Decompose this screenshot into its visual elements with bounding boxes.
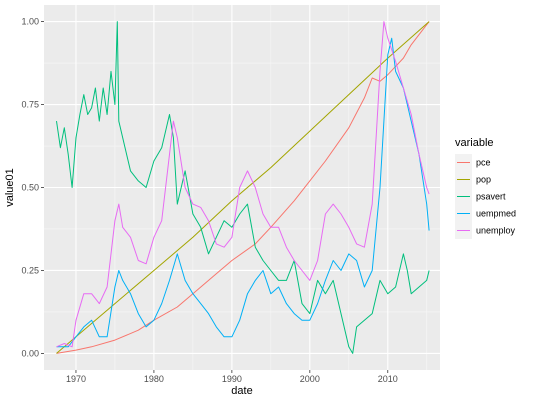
x-tick-label: 1990 [222,374,242,384]
series-line-pop [56,21,430,354]
legend-label-pce: pce [476,158,491,168]
series-line-uempmed [56,37,430,348]
y-tick-label: 0.75 [21,100,39,110]
legend-title: variable [455,137,494,149]
legend-items: pce pop psavert uempmed unemploy [455,154,516,239]
series-line-unemploy [56,21,430,348]
x-axis: 1970 1980 1990 2000 2010 [66,370,398,384]
y-tick-label: 1.00 [21,17,39,27]
x-tick-label: 2010 [378,374,398,384]
major-gridlines [44,5,440,370]
series-lines [56,21,430,354]
y-axis: 0.00 0.25 0.50 0.75 1.00 [21,17,44,358]
y-tick-label: 0.50 [21,183,39,193]
x-tick-label: 1980 [144,374,164,384]
y-tick-label: 0.00 [21,348,39,358]
legend: variable pce pop psavert uempmed unemploy [455,137,516,239]
y-tick-label: 0.25 [21,265,39,275]
plot-panel [44,5,440,370]
series-line-psavert [56,21,430,354]
x-axis-title: date [231,385,252,397]
x-tick-label: 1970 [66,374,86,384]
y-axis-title: value01 [4,168,16,207]
legend-label-uempmed: uempmed [476,209,516,219]
legend-label-unemploy: unemploy [476,226,516,236]
legend-label-pop: pop [476,175,491,185]
legend-label-psavert: psavert [476,192,506,202]
x-tick-label: 2000 [300,374,320,384]
